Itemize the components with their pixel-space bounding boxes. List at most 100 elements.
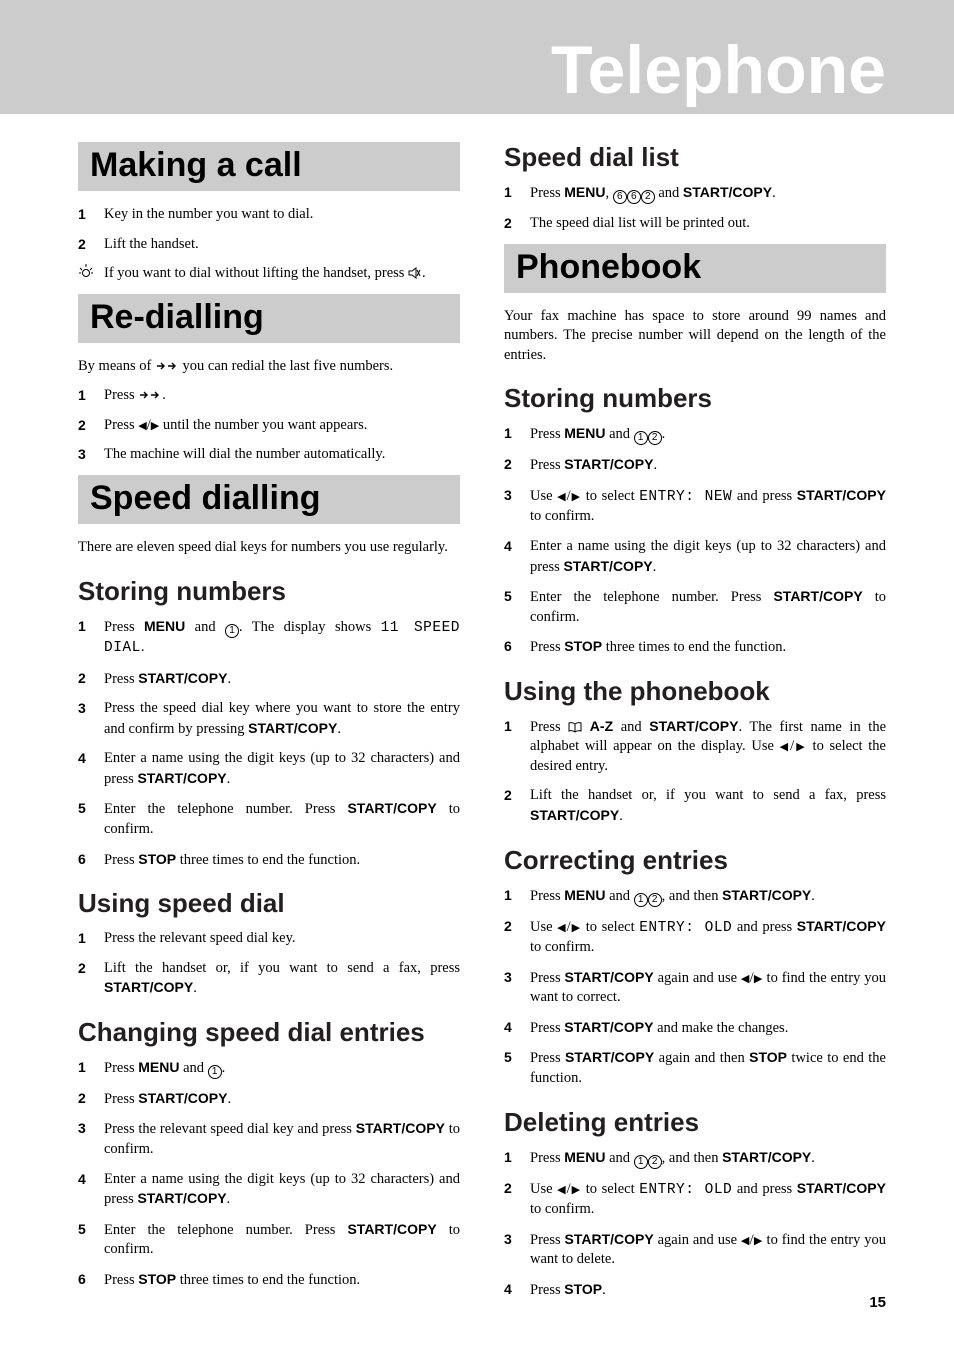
list-item: Press STOP. xyxy=(504,1280,886,1301)
section-phonebook: Phonebook xyxy=(504,244,886,293)
pb-correcting-steps: Press MENU and 12, and then START/COPY. … xyxy=(504,886,886,1089)
circled-2-icon: 2 xyxy=(648,431,662,445)
intro-text: There are eleven speed dial keys for num… xyxy=(78,538,460,558)
right-column: Speed dial list Press MENU, 662 and STAR… xyxy=(504,142,886,1310)
section-redialling: Re-dialling xyxy=(78,294,460,343)
circled-1-icon: 1 xyxy=(634,1155,648,1169)
subsection-speed-dial-list: Speed dial list xyxy=(504,142,886,173)
list-item: The speed dial list will be printed out. xyxy=(504,214,886,234)
using-speed-dial-steps: Press the relevant speed dial key. Lift … xyxy=(78,929,460,999)
list-item: Press MENU and 1. xyxy=(78,1058,460,1079)
list-item: Press MENU and 12, and then START/COPY. xyxy=(504,886,886,907)
h1-text: Making a call xyxy=(90,146,448,185)
header-band: Telephone xyxy=(0,0,954,114)
right-arrow-icon xyxy=(571,919,581,935)
right-arrow-icon xyxy=(571,1181,581,1197)
making-call-steps: Key in the number you want to dial. Lift… xyxy=(78,205,460,254)
tip-line: If you want to dial without lifting the … xyxy=(78,264,460,284)
content-columns: Making a call Key in the number you want… xyxy=(0,114,954,1310)
left-arrow-icon xyxy=(741,1232,750,1248)
list-item: Enter the telephone number. Press START/… xyxy=(78,1220,460,1260)
subsection-storing-numbers-pb: Storing numbers xyxy=(504,383,886,414)
circled-6-icon: 6 xyxy=(627,190,641,204)
list-item: Press STOP three times to end the functi… xyxy=(78,850,460,871)
subsection-using-phonebook: Using the phonebook xyxy=(504,676,886,707)
list-item: Press MENU and 1. The display shows 11 S… xyxy=(78,617,460,659)
list-item: The machine will dial the number automat… xyxy=(78,445,460,465)
list-item: Key in the number you want to dial. xyxy=(78,205,460,225)
intro-text: Your fax machine has space to store arou… xyxy=(504,307,886,366)
pb-storing-steps: Press MENU and 12. Press START/COPY. Use… xyxy=(504,424,886,658)
list-item: Press MENU, 662 and START/COPY. xyxy=(504,183,886,204)
redial-icon xyxy=(155,360,179,372)
list-item: Press START/COPY. xyxy=(78,1089,460,1110)
right-arrow-icon xyxy=(754,1232,763,1248)
left-arrow-icon xyxy=(557,488,566,504)
list-item: Press START/COPY again and use / to find… xyxy=(504,968,886,1008)
list-item: Enter a name using the digit keys (up to… xyxy=(78,749,460,789)
list-item: Use / to select ENTRY: OLD and press STA… xyxy=(504,1179,886,1220)
book-icon xyxy=(568,722,582,733)
list-item: Enter the telephone number. Press START/… xyxy=(504,587,886,627)
list-item: Lift the handset. xyxy=(78,235,460,255)
right-arrow-icon xyxy=(571,488,581,504)
tip-text-end: . xyxy=(422,265,426,281)
list-item: Press START/COPY again and then STOP twi… xyxy=(504,1048,886,1088)
list-item: Press / until the number you want appear… xyxy=(78,416,460,436)
list-item: Press the relevant speed dial key. xyxy=(78,929,460,949)
list-item: Lift the handset or, if you want to send… xyxy=(78,959,460,999)
pb-deleting-steps: Press MENU and 12, and then START/COPY. … xyxy=(504,1148,886,1301)
list-item: Press START/COPY again and use / to find… xyxy=(504,1230,886,1270)
h1-text: Speed dialling xyxy=(90,479,448,518)
speed-dial-list-steps: Press MENU, 662 and START/COPY. The spee… xyxy=(504,183,886,234)
list-item: Enter a name using the digit keys (up to… xyxy=(78,1170,460,1210)
left-arrow-icon xyxy=(557,919,566,935)
pb-using-steps: Press A-Z and START/COPY. The first name… xyxy=(504,717,886,827)
circled-2-icon: 2 xyxy=(648,1155,662,1169)
left-arrow-icon xyxy=(780,738,791,754)
redial-icon xyxy=(138,389,162,401)
left-column: Making a call Key in the number you want… xyxy=(78,142,460,1310)
subsection-changing-speed-dial: Changing speed dial entries xyxy=(78,1017,460,1048)
h1-text: Phonebook xyxy=(516,248,874,287)
storing-numbers-steps: Press MENU and 1. The display shows 11 S… xyxy=(78,617,460,871)
list-item: Press START/COPY and make the changes. xyxy=(504,1018,886,1039)
list-item: Use / to select ENTRY: NEW and press STA… xyxy=(504,486,886,527)
circled-6-icon: 6 xyxy=(613,190,627,204)
h1-text: Re-dialling xyxy=(90,298,448,337)
right-arrow-icon xyxy=(794,738,807,754)
right-arrow-icon xyxy=(151,417,159,433)
list-item: Press . xyxy=(78,386,460,406)
circled-2-icon: 2 xyxy=(648,893,662,907)
page-number: 15 xyxy=(869,1294,886,1311)
list-item: Enter the telephone number. Press START/… xyxy=(78,799,460,839)
list-item: Press STOP three times to end the functi… xyxy=(504,637,886,658)
subsection-storing-numbers: Storing numbers xyxy=(78,576,460,607)
speaker-icon xyxy=(408,267,422,279)
section-making-a-call: Making a call xyxy=(78,142,460,191)
subsection-correcting-entries: Correcting entries xyxy=(504,845,886,876)
circled-1-icon: 1 xyxy=(634,431,648,445)
left-arrow-icon xyxy=(741,970,750,986)
list-item: Press STOP three times to end the functi… xyxy=(78,1270,460,1291)
left-arrow-icon xyxy=(138,417,146,433)
right-arrow-icon xyxy=(754,970,763,986)
list-item: Press START/COPY. xyxy=(78,669,460,690)
lightbulb-icon xyxy=(78,264,94,285)
list-item: Enter a name using the digit keys (up to… xyxy=(504,537,886,577)
intro-text: By means of you can redial the last five… xyxy=(78,357,460,377)
left-arrow-icon xyxy=(557,1181,566,1197)
list-item: Press START/COPY. xyxy=(504,455,886,476)
subsection-deleting-entries: Deleting entries xyxy=(504,1107,886,1138)
list-item: Press the relevant speed dial key and pr… xyxy=(78,1119,460,1159)
list-item: Press MENU and 12, and then START/COPY. xyxy=(504,1148,886,1169)
list-item: Lift the handset or, if you want to send… xyxy=(504,786,886,826)
list-item: Press the speed dial key where you want … xyxy=(78,699,460,739)
list-item: Use / to select ENTRY: OLD and press STA… xyxy=(504,917,886,958)
list-item: Press A-Z and START/COPY. The first name… xyxy=(504,717,886,777)
list-item: Press MENU and 12. xyxy=(504,424,886,445)
page-title: Telephone xyxy=(551,31,886,109)
circled-1-icon: 1 xyxy=(225,624,239,638)
circled-1-icon: 1 xyxy=(208,1065,222,1079)
subsection-using-speed-dial: Using speed dial xyxy=(78,888,460,919)
